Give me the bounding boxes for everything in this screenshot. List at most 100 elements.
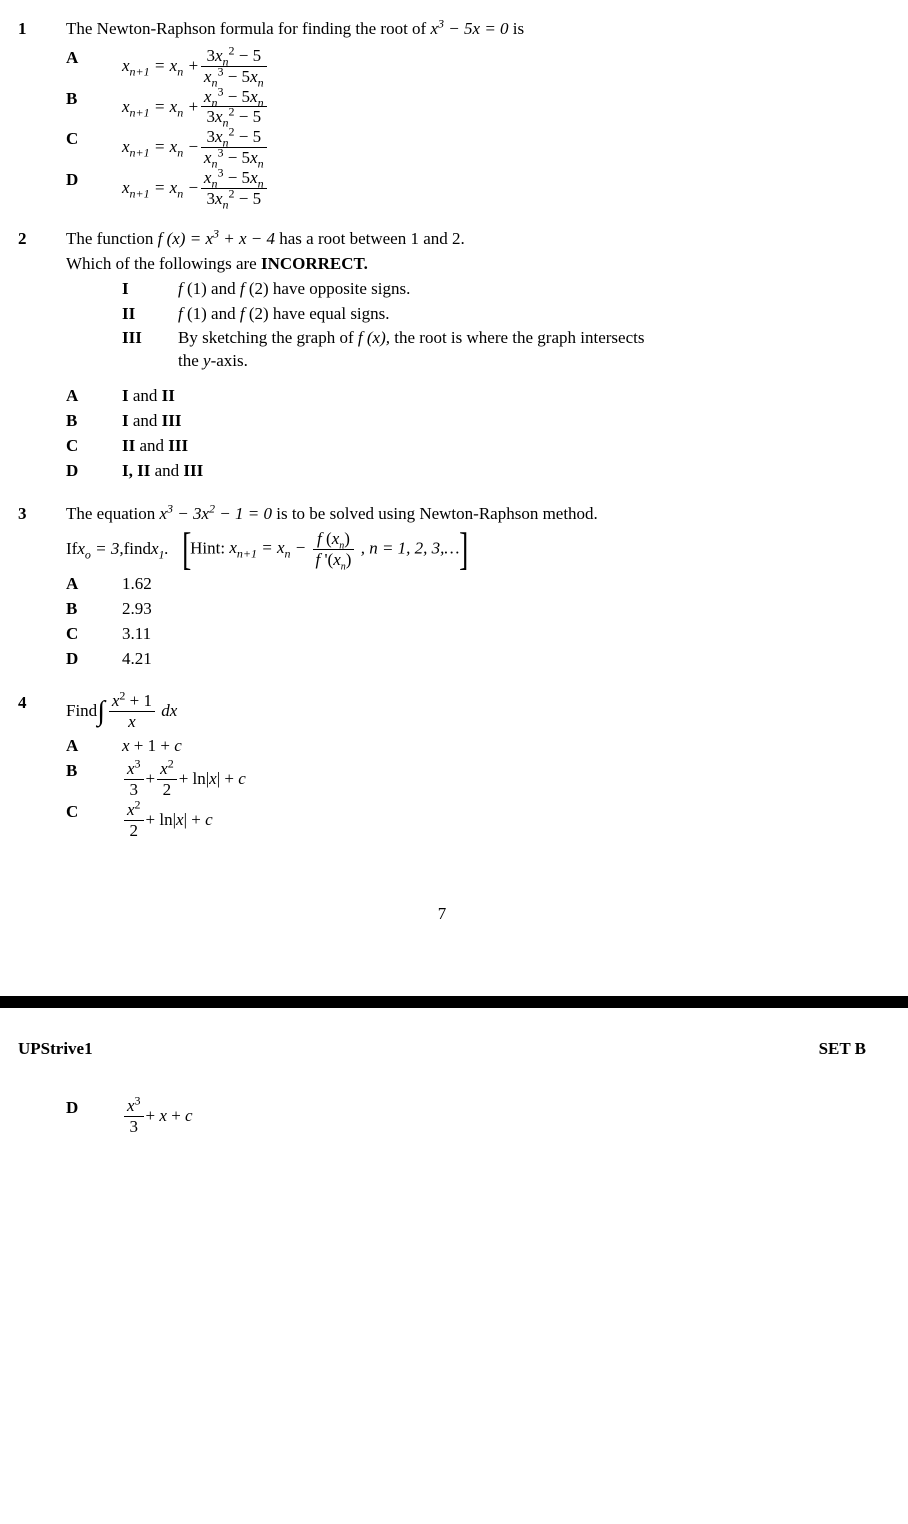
q2-option-b: BI and III <box>66 410 866 433</box>
q2-roman-iii: III By sketching the graph of f (x), the… <box>66 327 866 373</box>
q2-option-c: CII and III <box>66 435 866 458</box>
footer: UPStrive1 SET B <box>0 1038 908 1061</box>
q1-d-content: xn+1 = xn − xn3 − 5xn3xn2 − 5 <box>122 169 866 208</box>
q1-body: The Newton-Raphson formula for finding t… <box>66 18 866 208</box>
q2-a-p1: I <box>122 386 129 405</box>
q4-b-content: x33 + x22 + ln|x| + c <box>122 760 866 799</box>
q2-c-p1: II <box>122 436 135 455</box>
q1-option-d: D xn+1 = xn − xn3 − 5xn3xn2 − 5 <box>66 169 866 208</box>
q4-dx: dx <box>157 700 177 723</box>
q2-a-mid: and <box>129 386 162 405</box>
q2-b-p2: III <box>162 411 182 430</box>
q1-option-c: C xn+1 = xn − 3xn2 − 5xn3 − 5xn <box>66 128 866 167</box>
continuation: D x33 + x + c <box>0 1061 908 1164</box>
q4-stem-pre: Find <box>66 700 97 723</box>
q4-stem: Find ∫ x2 + 1x dx <box>66 692 177 731</box>
q2-body: The function f (x) = x3 + x − 4 has a ro… <box>66 228 866 483</box>
q3-hint: Hint: xn+1 = xn − f (xn) f '(xn) , n = 1… <box>190 530 459 569</box>
q1-c-content: xn+1 = xn − 3xn2 − 5xn3 − 5xn <box>122 128 866 167</box>
q1-a-label: A <box>66 47 88 70</box>
q2-iii-eq: f (x), <box>358 328 390 347</box>
q2-stem1: The function f (x) = x3 + x − 4 has a ro… <box>66 228 866 251</box>
q3-stem-pre: The equation <box>66 504 159 523</box>
q2-iii-b: the root is where the graph intersects <box>394 328 644 347</box>
q2-stem1-pre: The function <box>66 229 158 248</box>
q1-stem-pre: The Newton-Raphson formula for finding t… <box>66 19 430 38</box>
q4-continued: D x33 + x + c <box>18 1095 866 1136</box>
q2-c-mid: and <box>135 436 168 455</box>
footer-right: SET B <box>819 1038 866 1061</box>
q2-iii-c: the y-axis. <box>178 351 248 370</box>
q2-d-p2: III <box>183 461 203 480</box>
q2-b-p1: I <box>122 411 129 430</box>
q3-option-a: A1.62 <box>66 573 866 596</box>
q4-body: Find ∫ x2 + 1x dx A x + 1 + c B x33 + x2… <box>66 692 866 839</box>
q4-c-content: x22 + ln|x| + c <box>122 801 866 840</box>
q1-b-label: B <box>66 88 88 111</box>
q4-d-content: x33 + x + c <box>122 1097 866 1136</box>
page: 1 The Newton-Raphson formula for finding… <box>0 0 908 952</box>
q4-number: 4 <box>18 692 36 715</box>
q4-option-b: B x33 + x22 + ln|x| + c <box>66 760 866 799</box>
q3-a-val: 1.62 <box>122 573 866 596</box>
q2-ii-label: II <box>122 303 150 326</box>
q1-stem: The Newton-Raphson formula for finding t… <box>66 18 866 41</box>
divider-bar <box>0 996 908 1008</box>
q2-iii-a: By sketching the graph of <box>178 328 358 347</box>
q4-a-content: x + 1 + c <box>122 735 866 758</box>
q1-option-b: B xn+1 = xn + xn3 − 5xn3xn2 − 5 <box>66 88 866 127</box>
q3-l2a: If <box>66 538 77 561</box>
q1-b-content: xn+1 = xn + xn3 − 5xn3xn2 − 5 <box>122 88 866 127</box>
q2-b-mid: and <box>129 411 162 430</box>
q3-l2c: find <box>124 538 151 561</box>
q3-b-val: 2.93 <box>122 598 866 621</box>
q2-stem2: Which of the followings are INCORRECT. <box>66 253 866 276</box>
q1-option-a: A xn+1 = xn + 3xn2 − 5xn3 − 5xn <box>66 47 866 86</box>
q3-hint-suffix: , n = 1, 2, 3,… <box>361 538 460 557</box>
q2-number: 2 <box>18 228 36 251</box>
q1-d-label: D <box>66 169 88 192</box>
q2-d-p1: I, II <box>122 461 150 480</box>
q3-l2d: x1. <box>151 538 169 561</box>
q3-option-b: B2.93 <box>66 598 866 621</box>
q2-stem2-bold: INCORRECT. <box>261 254 368 273</box>
q3-option-c: C3.11 <box>66 623 866 646</box>
q2-roman-ii: II f (1) and f (2) have equal signs. <box>66 303 866 326</box>
q2-iii-text: By sketching the graph of f (x), the roo… <box>178 327 644 373</box>
page-number: 7 <box>18 903 866 926</box>
q1-c-label: C <box>66 128 88 151</box>
q3-hint-label: Hint: <box>190 538 229 557</box>
question-3: 3 The equation x3 − 3x2 − 1 = 0 is to be… <box>18 503 866 670</box>
q2-stem1-post: has a root between 1 and 2. <box>279 229 465 248</box>
q4-option-d: D x33 + x + c <box>66 1097 866 1136</box>
footer-left: UPStrive1 <box>18 1038 93 1061</box>
q2-stem2-text: Which of the followings are <box>66 254 261 273</box>
q2-d-mid: and <box>150 461 183 480</box>
q1-stem-eq: x3 − 5x = 0 <box>430 19 508 38</box>
q3-d-val: 4.21 <box>122 648 866 671</box>
q3-body: The equation x3 − 3x2 − 1 = 0 is to be s… <box>66 503 866 670</box>
q2-option-a: AI and II <box>66 385 866 408</box>
question-4: 4 Find ∫ x2 + 1x dx A x + 1 + c B x33 + … <box>18 692 866 839</box>
q2-stem1-eq: f (x) = x3 + x − 4 <box>158 229 275 248</box>
q2-option-d: DI, II and III <box>66 460 866 483</box>
q4-option-c: C x22 + ln|x| + c <box>66 801 866 840</box>
q2-iii-label: III <box>122 327 150 350</box>
q1-stem-post: is <box>513 19 524 38</box>
q2-a-p2: II <box>162 386 175 405</box>
q2-c-p2: III <box>168 436 188 455</box>
q1-a-content: xn+1 = xn + 3xn2 − 5xn3 − 5xn <box>122 47 866 86</box>
q3-option-d: D4.21 <box>66 648 866 671</box>
question-2: 2 The function f (x) = x3 + x − 4 has a … <box>18 228 866 483</box>
q1-number: 1 <box>18 18 36 41</box>
q3-stem2: If xo = 3, find x1. [ Hint: xn+1 = xn − … <box>66 530 467 569</box>
q3-l2b: xo = 3, <box>77 538 123 561</box>
q2-roman-i: I f (1) and f (2) have opposite signs. <box>66 278 866 301</box>
q3-stem-post: is to be solved using Newton-Raphson met… <box>276 504 598 523</box>
q3-number: 3 <box>18 503 36 526</box>
q3-stem-eq: x3 − 3x2 − 1 = 0 <box>159 504 272 523</box>
question-1: 1 The Newton-Raphson formula for finding… <box>18 18 866 208</box>
q2-i-label: I <box>122 278 150 301</box>
q2-i-text: f (1) and f (2) have opposite signs. <box>178 278 410 301</box>
q2-ii-text: f (1) and f (2) have equal signs. <box>178 303 390 326</box>
